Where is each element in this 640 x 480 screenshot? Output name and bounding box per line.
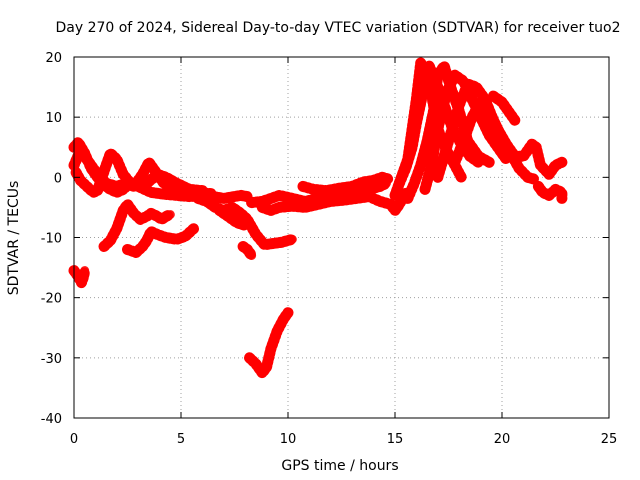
y-tick-label: 0 (54, 171, 62, 186)
y-axis-label: SDTVAR / TECUs (6, 181, 22, 296)
x-tick-label: 10 (280, 432, 297, 447)
series-arc-21-markers (532, 180, 568, 204)
series-arc-12-markers (256, 186, 412, 216)
x-tick-label: 20 (494, 432, 511, 447)
y-tick-label: -20 (41, 292, 62, 307)
x-tick-label: 15 (387, 432, 404, 447)
series-arc-13-markers (297, 171, 395, 197)
y-tick-label: 10 (45, 111, 62, 126)
axis-ticks (73, 56, 610, 419)
x-axis-label: GPS time / hours (281, 458, 398, 474)
series-arc-9-markers (237, 241, 258, 261)
x-tick-label: 25 (601, 432, 618, 447)
x-tick-label: 0 (70, 432, 78, 447)
series-arc-17-markers (419, 69, 512, 195)
y-tick-label: -30 (41, 352, 62, 367)
x-tick-label: 5 (177, 432, 185, 447)
y-tick-label: 20 (45, 51, 62, 66)
series-arc-6-markers (68, 265, 91, 289)
y-tick-label: -40 (41, 412, 62, 427)
chart-title: Day 270 of 2024, Sidereal Day-to-day VTE… (55, 20, 620, 36)
series-arc-2-markers (68, 136, 208, 198)
series-arc-8-markers (214, 204, 251, 231)
y-tick-label: -10 (41, 232, 62, 247)
series-arc-3-markers (70, 147, 253, 204)
tick-labels: 0 5 10 15 20 25 -40 -30 -20 -10 0 10 20 (41, 51, 618, 447)
series-arc-11-markers (246, 177, 392, 209)
series-arc-16-markers (402, 60, 495, 204)
series-arc-20-markers (487, 90, 521, 126)
series-arc-4-markers (98, 198, 176, 252)
data-series (68, 57, 568, 379)
series-arc-5-markers (122, 223, 200, 258)
series-arc-10-markers (244, 307, 294, 379)
series-arc-19-markers (449, 96, 568, 180)
